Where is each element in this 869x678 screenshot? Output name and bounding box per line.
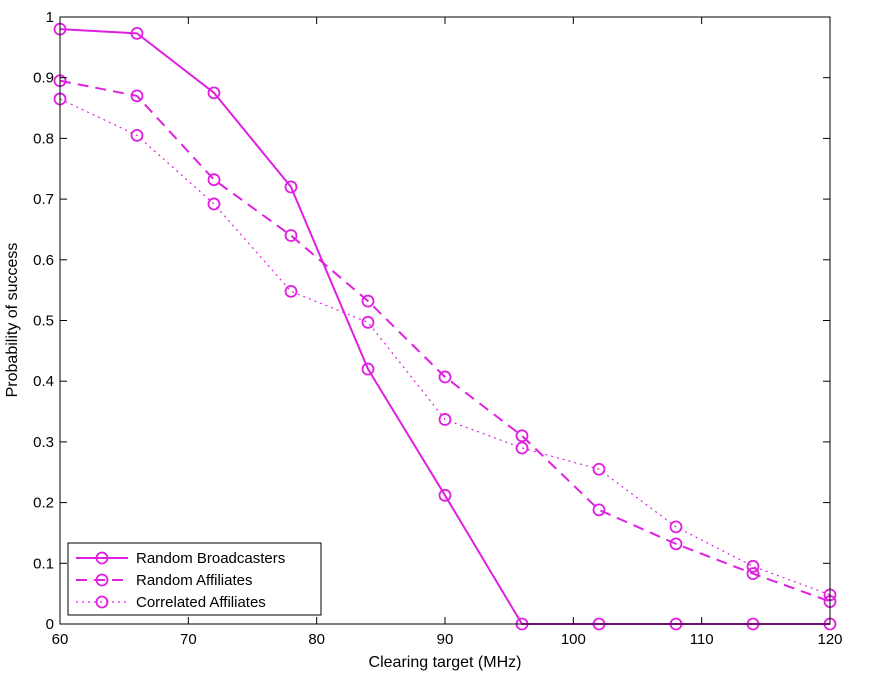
x-tick-label: 90 [437,631,454,648]
y-tick-label: 0.4 [33,373,54,390]
x-tick-label: 60 [52,631,69,648]
x-tick-label: 110 [690,631,714,648]
series-2-point [284,229,298,242]
x-tick-label: 120 [817,631,842,648]
series-1-point [130,26,144,40]
y-tick-label: 0.7 [33,191,54,208]
series-3-point [746,559,760,573]
y-tick-label: 0.9 [33,70,54,87]
y-tick-label: 1 [46,9,54,26]
series-line-1 [59,28,830,625]
series-line-3 [59,98,831,596]
series-2-point [669,537,683,551]
y-tick-label: 0.2 [33,495,54,512]
series-1-point [284,180,298,194]
series-2-point [438,370,452,384]
series-3-point [207,197,221,211]
y-tick-label: 0.5 [33,313,54,330]
y-tick-label: 0.8 [33,130,54,147]
series-1-point [207,86,221,100]
legend-label-3: Correlated Affiliates [136,594,266,611]
y-tick-label: 0.6 [33,252,54,269]
x-tick-label: 100 [561,631,586,648]
series-3-point [515,441,529,455]
series-3-point [361,315,375,329]
series-3-point [592,462,606,476]
axes-box [59,16,831,625]
series-2-point [130,89,144,103]
legend-box [67,542,322,616]
axes: 60 70 80 90 100 110 120 0 0.1 0.2 0.3 0.4 0.5 0.6 0.7 0… [33,9,842,648]
legend-marker-3 [95,595,109,609]
series-2-point [515,429,529,443]
series-3-point [669,520,683,534]
series-1-point [361,362,375,376]
x-tick-label: 70 [180,631,197,648]
series-1-point [438,488,452,502]
legend-marker-2 [95,573,109,587]
series-line-2 [59,79,831,603]
series-3-point [438,413,452,426]
x-tick-label: 80 [308,631,325,648]
legend-label-1: Random Broadcasters [136,550,285,567]
y-tick-label: 0.1 [33,555,54,572]
series-3-point [284,284,298,298]
y-axis-label: Probability of success [4,243,21,398]
legend: Random Broadcasters Random Affiliates Corr… [67,542,322,616]
plot-area [53,22,837,631]
series-2-point [361,294,375,308]
series-2-point [207,173,221,187]
legend-marker-1 [95,551,109,565]
y-tick-label: 0.3 [33,434,54,451]
series-2-point [746,567,760,581]
legend-label-2: Random Affiliates [136,572,252,589]
series-2-point [592,503,606,517]
series-3-point [130,128,144,142]
x-axis-label: Clearing target (MHz) [369,654,522,671]
y-tick-label: 0 [46,616,54,633]
